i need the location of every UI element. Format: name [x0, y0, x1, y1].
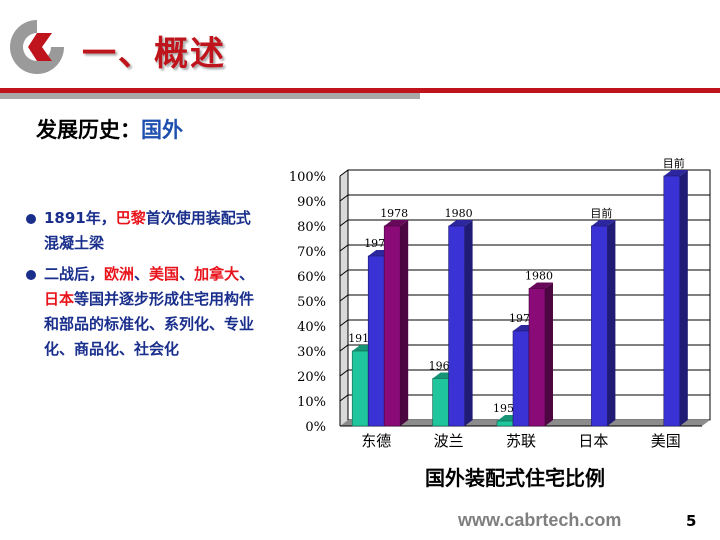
footer-url: www.cabrtech.com: [458, 510, 622, 530]
bullet-highlight: 美国: [149, 265, 180, 283]
bar-side: [679, 170, 688, 426]
page-number: 5: [686, 512, 697, 530]
y-tick-label: 0%: [305, 420, 326, 435]
bar: [591, 220, 616, 427]
bullet-text: 1891年，: [44, 209, 116, 227]
bullet-text: 二战后，: [44, 265, 105, 283]
bar-front: [367, 255, 385, 427]
y-tick-label: 100%: [289, 170, 326, 185]
data-label: 目前: [590, 206, 612, 220]
y-tick-label: 30%: [297, 345, 326, 360]
y-tick-label: 50%: [297, 295, 326, 310]
y-tick-label: 40%: [297, 320, 326, 335]
section-subtitle: 发展历史：国外: [36, 114, 183, 144]
header-rule-shadow: [0, 93, 420, 99]
page-title: 一、概述: [82, 34, 226, 74]
header-rule: [0, 88, 720, 93]
bullet-text: 等国并逐步形成住宅用构件和部品的标准化、系列化、专业化、商品化、社会化: [44, 290, 255, 358]
bullet-item: 二战后，欧洲、美国、加拿大、日本等国并逐步形成住宅用构件和部品的标准化、系列化、…: [26, 262, 258, 362]
data-label: 1978: [380, 207, 408, 220]
bullet-text: 首次使用装配式混凝土梁: [44, 209, 251, 252]
subtitle-highlight: 国外: [141, 118, 183, 142]
chart-gridline: [339, 244, 710, 252]
x-tick-label: 东德: [361, 432, 391, 450]
bar-side: [464, 220, 473, 426]
bar-front: [448, 225, 465, 427]
bar-front: [512, 330, 530, 427]
bar-side: [607, 220, 616, 426]
y-tick-label: 10%: [297, 395, 326, 410]
y-tick-label: 90%: [297, 195, 326, 210]
bar-top: [384, 220, 409, 226]
chart-gridline: [339, 194, 710, 202]
chart-title: 国外装配式住宅比例: [425, 466, 605, 490]
bar: [448, 220, 473, 427]
bar-front: [528, 288, 546, 427]
bar-top: [663, 170, 688, 176]
data-label: 1980: [445, 207, 473, 220]
y-tick-label: 80%: [297, 220, 326, 235]
subtitle-label: 发展历史：: [36, 118, 141, 142]
y-tick-label: 60%: [297, 270, 326, 285]
chart-gridline: [339, 169, 710, 177]
bullet-dot-icon: [26, 214, 36, 224]
chart-gridline: [339, 344, 710, 352]
bar-front: [591, 225, 608, 427]
bar-top: [529, 282, 553, 289]
chart-gridline: [339, 394, 710, 402]
bar-side: [545, 282, 553, 426]
chart-gridline: [339, 219, 710, 227]
bullet-text: 、: [239, 265, 255, 283]
bar-front: [383, 225, 401, 427]
company-logo: [10, 20, 64, 74]
bar: [383, 220, 409, 427]
bullet-text: 、: [179, 265, 195, 283]
chart-gridline: [339, 319, 710, 327]
bullet-text: 、: [134, 265, 150, 283]
bullet-list: 1891年，巴黎首次使用装配式混凝土梁 二战后，欧洲、美国、加拿大、日本等国并逐步…: [26, 206, 258, 368]
bar-side: [400, 220, 409, 426]
bullet-highlight: 日本: [44, 290, 75, 308]
bullet-highlight: 加拿大: [194, 265, 240, 283]
y-tick-label: 70%: [297, 245, 326, 260]
y-tick-label: 20%: [297, 370, 326, 385]
bar-front: [496, 420, 514, 427]
x-tick-label: 波兰: [434, 432, 464, 450]
bar-front: [351, 350, 369, 427]
bullet-dot-icon: [26, 270, 36, 280]
bullet-item: 1891年，巴黎首次使用装配式混凝土梁: [26, 206, 258, 256]
bar-top: [448, 220, 473, 226]
bullet-highlight: 巴黎: [115, 209, 146, 227]
chart-gridline: [339, 369, 710, 377]
bar-front: [432, 378, 449, 427]
chart-gridline: [339, 269, 710, 277]
chart-gridline: [339, 294, 710, 302]
bullet-highlight: 欧洲: [104, 265, 135, 283]
bar-top: [591, 220, 616, 226]
x-tick-label: 日本: [578, 432, 608, 450]
bar-chart: 0% 10% 20% 30% 40% 50% 60% 70% 80% 90% 100% 东德 波兰 苏联 日…: [289, 158, 711, 450]
bar: [528, 282, 553, 427]
x-tick-label: 苏联: [506, 432, 536, 450]
bar: [663, 170, 688, 427]
data-label: 目前: [663, 158, 685, 170]
bar-front: [663, 175, 681, 427]
x-tick-label: 美国: [651, 432, 681, 450]
data-label: 1980: [525, 270, 553, 283]
